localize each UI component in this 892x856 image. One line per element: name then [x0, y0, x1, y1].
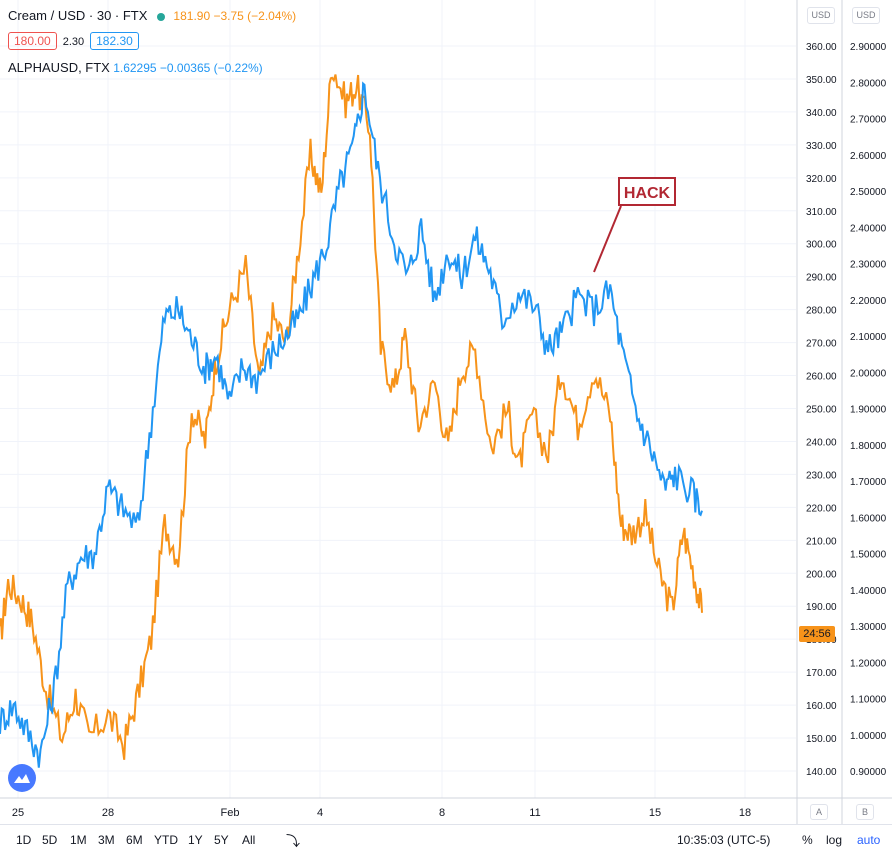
y-left-tick: 290.00: [806, 273, 837, 284]
hack-arrow: [593, 205, 622, 273]
y-right-tick: 2.70000: [850, 115, 887, 126]
y-right-tick: 2.10000: [850, 332, 887, 343]
alpha-series-line: [0, 81, 703, 768]
y-right-tick: 1.70000: [850, 477, 887, 488]
y-right-tick: 2.00000: [850, 368, 887, 379]
x-tick: 11: [529, 807, 540, 819]
y-right-tick: 2.20000: [850, 296, 887, 307]
clock-readout[interactable]: 10:35:03 (UTC-5): [677, 833, 771, 847]
y-left-tick: 220.00: [806, 503, 837, 514]
logo-icon: [14, 774, 30, 783]
y-right-tick: 2.80000: [850, 78, 887, 89]
x-tick: Feb: [221, 807, 240, 819]
y-right-tick: 2.50000: [850, 187, 887, 198]
hack-box: [618, 177, 676, 206]
y-right-tick: 1.40000: [850, 586, 887, 597]
y-left-tick: 150.00: [806, 734, 837, 745]
y-left-tick: 300.00: [806, 240, 837, 251]
axis-b-button[interactable]: B: [856, 804, 874, 820]
y-right-tick: 2.90000: [850, 42, 887, 53]
y-left-tick: 360.00: [806, 42, 837, 53]
y-left-tick: 160.00: [806, 701, 837, 712]
x-tick: 25: [12, 807, 24, 819]
x-tick: 15: [649, 807, 661, 819]
tradingview-logo[interactable]: [8, 764, 36, 792]
bottom-toolbar: 1D 5D 1M 3M 6M YTD 1Y 5Y All ⤵ 10:35:03 (UTC-5) …: [0, 824, 892, 856]
chart-series: [0, 74, 703, 768]
y-right-tick: 1.30000: [850, 622, 887, 633]
symbol-title[interactable]: Cream / USD · 30 · FTX: [8, 8, 148, 23]
y-right-tick: 1.80000: [850, 441, 887, 452]
y-left-tick: 350.00: [806, 75, 837, 86]
hack-annotation: HACK: [593, 177, 676, 273]
y-left-tick: 210.00: [806, 536, 837, 547]
chart-grid: [0, 0, 796, 798]
legend-main: Cream / USD · 30 · FTX 181.90 −3.75 (−2.0…: [8, 8, 296, 23]
legend-compare: ALPHAUSD, FTX 1.62295 −0.00365 (−0.22%): [8, 60, 263, 75]
timeframe-all[interactable]: All: [242, 833, 256, 847]
y-left-tick: 240.00: [806, 437, 837, 448]
y-left-tick: 330.00: [806, 141, 837, 152]
price-badge: 24:56: [799, 626, 835, 642]
y-left-tick: 320.00: [806, 174, 837, 185]
y-left-tick: 190.00: [806, 602, 837, 613]
timeframe-1m[interactable]: 1M: [70, 833, 87, 847]
compare-symbol[interactable]: ALPHAUSD, FTX: [8, 60, 110, 75]
y-right-tick: 1.10000: [850, 695, 887, 706]
timeframe-ytd[interactable]: YTD: [154, 833, 178, 847]
timeframe-3m[interactable]: 3M: [98, 833, 115, 847]
y-left-tick: 140.00: [806, 767, 837, 778]
x-tick: 8: [439, 807, 445, 819]
usd-axis-badge-right[interactable]: USD: [852, 7, 880, 24]
y-right-tick: 1.00000: [850, 731, 887, 742]
y-right-tick: 2.30000: [850, 260, 887, 271]
timeframe-5d[interactable]: 5D: [42, 833, 58, 847]
ask-button[interactable]: 182.30: [90, 32, 139, 50]
x-tick: 28: [102, 807, 114, 819]
legend-quote: 180.00 2.30 182.30: [8, 32, 139, 50]
percent-toggle[interactable]: %: [802, 833, 813, 847]
axis-a-button[interactable]: A: [810, 804, 828, 820]
timeframe-1y[interactable]: 1Y: [188, 833, 203, 847]
cream-values: 181.90 −3.75 (−2.04%): [173, 9, 297, 23]
y-left-tick: 230.00: [806, 470, 837, 481]
chart-axes: 140.00 150.00 160.00 170.00 180.00 190.00 200.…: [0, 0, 892, 824]
market-status-icon: [157, 12, 166, 21]
y-right-tick: 1.90000: [850, 405, 887, 416]
y-right-tick: 0.90000: [850, 767, 887, 778]
usd-axis-badge[interactable]: USD: [807, 7, 835, 24]
y-right-tick: 1.60000: [850, 513, 887, 524]
compare-values: 1.62295 −0.00365 (−0.22%): [113, 61, 263, 75]
y-right-tick: 1.50000: [850, 550, 887, 561]
spread-value: 2.30: [62, 36, 85, 48]
y-left-tick: 280.00: [806, 306, 837, 317]
y-left-tick: 270.00: [806, 339, 837, 350]
x-tick: 18: [739, 807, 751, 819]
cream-series-line: [0, 74, 703, 760]
y-left-tick: 340.00: [806, 108, 837, 119]
log-toggle[interactable]: log: [826, 833, 843, 847]
y-left-tick: 310.00: [806, 207, 837, 218]
y-right-tick: 2.60000: [850, 151, 887, 162]
x-tick: 4: [317, 807, 323, 819]
y-left-tick: 200.00: [806, 569, 837, 580]
y-left-tick: 260.00: [806, 372, 837, 383]
date-range-icon[interactable]: ⤵: [286, 833, 300, 849]
timeframe-6m[interactable]: 6M: [126, 833, 143, 847]
timeframe-5y[interactable]: 5Y: [214, 833, 229, 847]
y-right-tick: 1.20000: [850, 658, 887, 669]
hack-label: HACK: [624, 185, 671, 202]
y-left-tick: 170.00: [806, 668, 837, 679]
bid-button[interactable]: 180.00: [8, 32, 57, 50]
y-right-tick: 2.40000: [850, 223, 887, 234]
auto-toggle[interactable]: auto: [857, 833, 881, 847]
y-left-tick: 250.00: [806, 405, 837, 416]
timeframe-1d[interactable]: 1D: [16, 833, 32, 847]
